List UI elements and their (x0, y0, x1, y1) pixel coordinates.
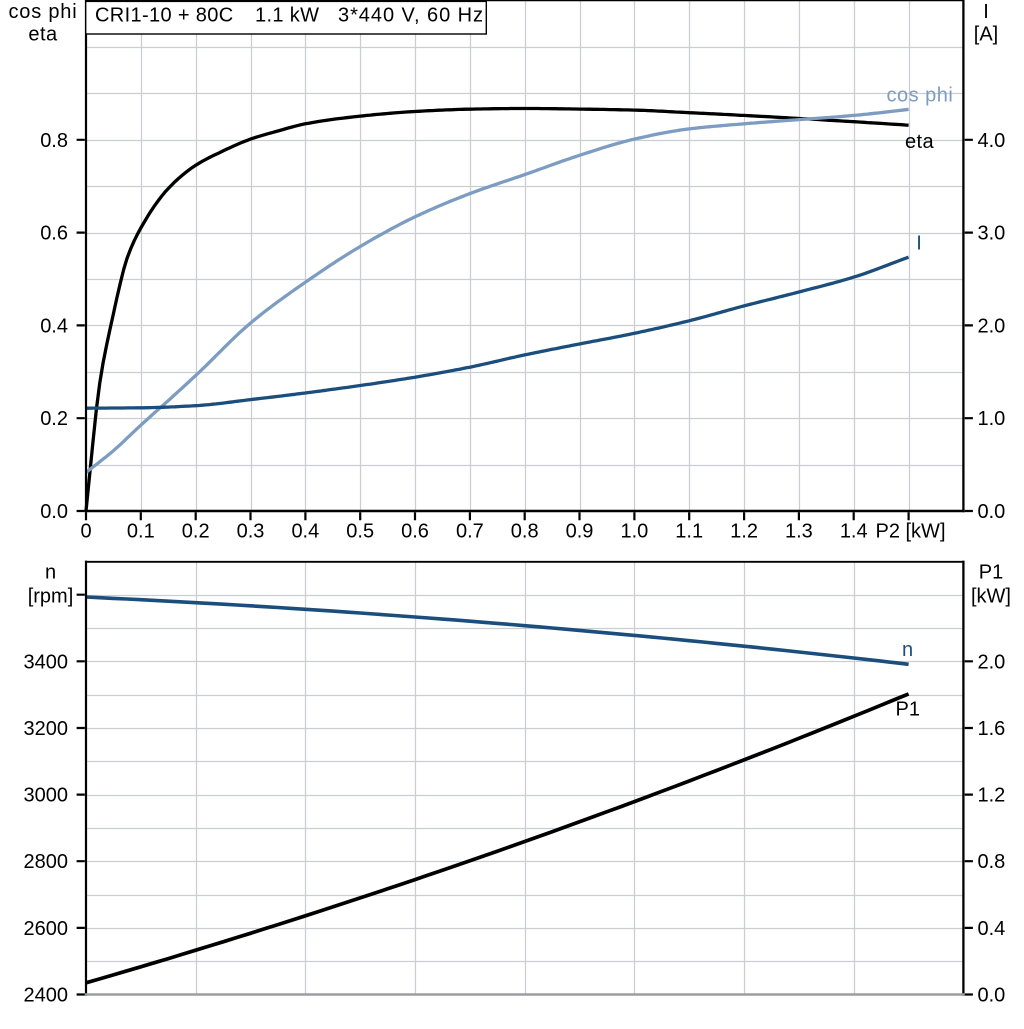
svg-text:0.2: 0.2 (40, 408, 68, 430)
svg-text:0.6: 0.6 (40, 223, 68, 245)
svg-text:0.6: 0.6 (401, 520, 429, 542)
svg-text:0.0: 0.0 (40, 501, 68, 523)
svg-text:n: n (45, 562, 56, 584)
svg-text:2.0: 2.0 (978, 315, 1006, 337)
svg-text:0.0: 0.0 (978, 985, 1006, 1007)
svg-text:0.4: 0.4 (291, 520, 319, 542)
svg-text:0: 0 (80, 520, 91, 542)
svg-text:0.5: 0.5 (346, 520, 374, 542)
svg-text:cos phi: cos phi (9, 1, 78, 23)
svg-text:1.2: 1.2 (978, 785, 1006, 807)
svg-text:1.2: 1.2 (730, 520, 758, 542)
svg-text:1.0: 1.0 (978, 408, 1006, 430)
svg-text:cos phi: cos phi (887, 85, 954, 107)
svg-text:2.0: 2.0 (978, 651, 1006, 673)
svg-text:0.4: 0.4 (40, 315, 68, 337)
svg-text:1.1 kW: 1.1 kW (255, 5, 319, 27)
svg-text:0.7: 0.7 (456, 520, 484, 542)
svg-text:0.8: 0.8 (40, 130, 68, 152)
svg-text:eta: eta (28, 24, 58, 46)
svg-text:0.8: 0.8 (511, 520, 539, 542)
svg-text:2400: 2400 (24, 985, 69, 1007)
svg-text:P1: P1 (979, 562, 1003, 584)
svg-text:1.1: 1.1 (675, 520, 703, 542)
svg-text:3000: 3000 (24, 785, 69, 807)
svg-text:1.4: 1.4 (840, 520, 868, 542)
svg-text:1.6: 1.6 (978, 718, 1006, 740)
svg-text:0.4: 0.4 (978, 918, 1006, 940)
svg-text:0.3: 0.3 (237, 520, 265, 542)
svg-text:1.3: 1.3 (785, 520, 813, 542)
svg-text:eta: eta (905, 131, 934, 153)
svg-text:P1: P1 (896, 699, 920, 721)
svg-text:P2 [kW]: P2 [kW] (875, 520, 945, 542)
svg-text:3400: 3400 (24, 651, 69, 673)
svg-text:2800: 2800 (24, 851, 69, 873)
svg-text:I: I (916, 233, 922, 255)
svg-text:0.1: 0.1 (127, 520, 155, 542)
svg-text:[kW]: [kW] (971, 585, 1011, 607)
svg-text:I: I (983, 1, 989, 23)
svg-text:0.0: 0.0 (978, 501, 1006, 523)
svg-text:CRI1-10 + 80C: CRI1-10 + 80C (95, 5, 234, 27)
svg-text:[rpm]: [rpm] (28, 585, 74, 607)
svg-text:1.0: 1.0 (620, 520, 648, 542)
svg-text:0.9: 0.9 (566, 520, 594, 542)
svg-text:2600: 2600 (24, 918, 69, 940)
svg-text:[A]: [A] (974, 23, 998, 45)
svg-text:0.8: 0.8 (978, 851, 1006, 873)
svg-text:3.0: 3.0 (978, 223, 1006, 245)
svg-text:4.0: 4.0 (978, 130, 1006, 152)
svg-text:3200: 3200 (24, 718, 69, 740)
svg-text:n: n (902, 639, 913, 661)
svg-text:0.2: 0.2 (182, 520, 210, 542)
svg-text:3*440 V, 60 Hz: 3*440 V, 60 Hz (338, 5, 484, 27)
